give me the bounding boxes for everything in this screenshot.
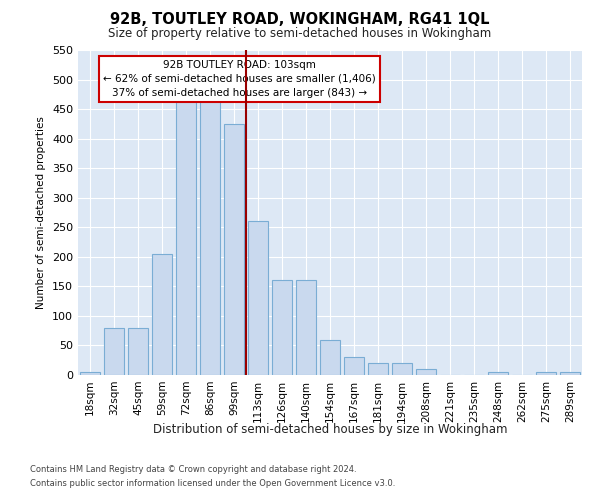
Text: 92B TOUTLEY ROAD: 103sqm
← 62% of semi-detached houses are smaller (1,406)
37% o: 92B TOUTLEY ROAD: 103sqm ← 62% of semi-d… xyxy=(103,60,376,98)
Bar xyxy=(560,372,580,375)
Bar xyxy=(128,328,148,375)
Bar xyxy=(536,372,556,375)
Bar xyxy=(248,222,268,375)
Bar xyxy=(224,124,244,375)
Bar xyxy=(152,254,172,375)
Bar xyxy=(296,280,316,375)
Text: Contains public sector information licensed under the Open Government Licence v3: Contains public sector information licen… xyxy=(30,479,395,488)
Bar xyxy=(416,369,436,375)
Text: 92B, TOUTLEY ROAD, WOKINGHAM, RG41 1QL: 92B, TOUTLEY ROAD, WOKINGHAM, RG41 1QL xyxy=(110,12,490,28)
Text: Distribution of semi-detached houses by size in Wokingham: Distribution of semi-detached houses by … xyxy=(153,422,507,436)
Bar xyxy=(344,358,364,375)
Bar xyxy=(392,363,412,375)
Bar xyxy=(176,74,196,375)
Bar xyxy=(272,280,292,375)
Bar xyxy=(368,363,388,375)
Text: Size of property relative to semi-detached houses in Wokingham: Size of property relative to semi-detach… xyxy=(109,28,491,40)
Bar xyxy=(320,340,340,375)
Y-axis label: Number of semi-detached properties: Number of semi-detached properties xyxy=(37,116,46,309)
Text: Contains HM Land Registry data © Crown copyright and database right 2024.: Contains HM Land Registry data © Crown c… xyxy=(30,465,356,474)
Bar xyxy=(80,372,100,375)
Bar xyxy=(200,92,220,375)
Bar xyxy=(488,372,508,375)
Bar xyxy=(104,328,124,375)
